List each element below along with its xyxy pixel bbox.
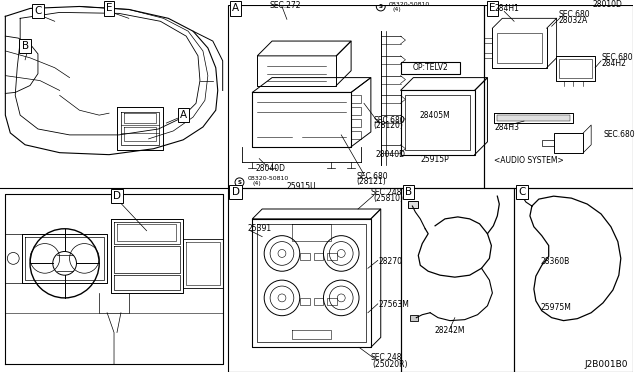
Bar	[328, 253, 337, 260]
Bar	[300, 298, 310, 305]
Bar	[514, 188, 633, 372]
Bar	[401, 90, 475, 155]
Text: S: S	[379, 4, 383, 9]
Text: 28040D: 28040D	[376, 150, 406, 159]
Bar	[542, 140, 554, 146]
Text: 27563M: 27563M	[379, 300, 410, 310]
Bar	[497, 115, 570, 121]
Text: J2B001B0: J2B001B0	[584, 360, 628, 369]
Text: 28040D: 28040D	[255, 164, 285, 173]
Text: SEC.680: SEC.680	[601, 53, 633, 62]
Bar	[559, 59, 592, 78]
Bar	[410, 315, 419, 321]
Text: 08320-50810: 08320-50810	[388, 2, 430, 7]
Text: 25915U: 25915U	[287, 182, 317, 191]
Bar	[300, 253, 310, 260]
Text: S: S	[237, 180, 241, 185]
Bar	[484, 4, 633, 188]
Bar	[228, 188, 401, 372]
Bar	[406, 95, 470, 150]
Text: 284H3: 284H3	[494, 122, 520, 131]
Text: 25391: 25391	[248, 224, 271, 233]
Text: SEC.272: SEC.272	[269, 1, 301, 10]
Text: (4): (4)	[392, 7, 401, 12]
Text: C: C	[518, 187, 525, 197]
Text: 28405M: 28405M	[420, 110, 451, 120]
Text: 25915P: 25915P	[420, 155, 449, 164]
Text: SEC.680: SEC.680	[603, 131, 635, 140]
Text: (25810): (25810)	[374, 194, 404, 203]
Text: B: B	[405, 187, 412, 197]
Text: 28032A: 28032A	[559, 16, 588, 25]
Bar	[328, 298, 337, 305]
Text: E: E	[106, 3, 113, 13]
Text: 284H2: 284H2	[601, 59, 626, 68]
Bar	[554, 133, 583, 153]
Bar	[497, 33, 542, 63]
Bar	[314, 298, 323, 305]
Text: SEC.248: SEC.248	[371, 353, 403, 362]
Text: SEC.680: SEC.680	[374, 116, 406, 125]
Bar	[401, 62, 460, 74]
Text: A: A	[232, 3, 239, 13]
Text: C: C	[35, 6, 42, 16]
Text: 284H1: 284H1	[494, 4, 519, 13]
Text: E: E	[489, 3, 495, 13]
Text: OP:TELV2: OP:TELV2	[412, 63, 448, 72]
Text: SEC.680: SEC.680	[356, 172, 388, 181]
Text: (28120): (28120)	[374, 121, 404, 129]
Text: <AUDIO SYSTEM>: <AUDIO SYSTEM>	[494, 156, 564, 165]
Text: 28242M: 28242M	[435, 326, 465, 335]
Bar	[314, 253, 323, 260]
Text: D: D	[232, 187, 239, 197]
Text: (25020R): (25020R)	[373, 360, 408, 369]
Text: (28121): (28121)	[356, 177, 386, 186]
Text: 28270: 28270	[379, 257, 403, 266]
Text: B: B	[22, 41, 29, 51]
Text: 08320-50810: 08320-50810	[248, 176, 289, 181]
Text: D: D	[113, 191, 121, 201]
Bar	[401, 188, 514, 372]
Text: 28010D: 28010D	[593, 0, 623, 9]
Text: 25975M: 25975M	[540, 303, 571, 312]
Bar	[228, 4, 484, 188]
Text: 28360B: 28360B	[541, 257, 570, 266]
Text: (4): (4)	[252, 181, 261, 186]
Bar	[408, 201, 419, 208]
Text: SEC.248: SEC.248	[371, 188, 403, 197]
Text: A: A	[180, 110, 187, 120]
Text: SEC.680: SEC.680	[559, 10, 590, 19]
